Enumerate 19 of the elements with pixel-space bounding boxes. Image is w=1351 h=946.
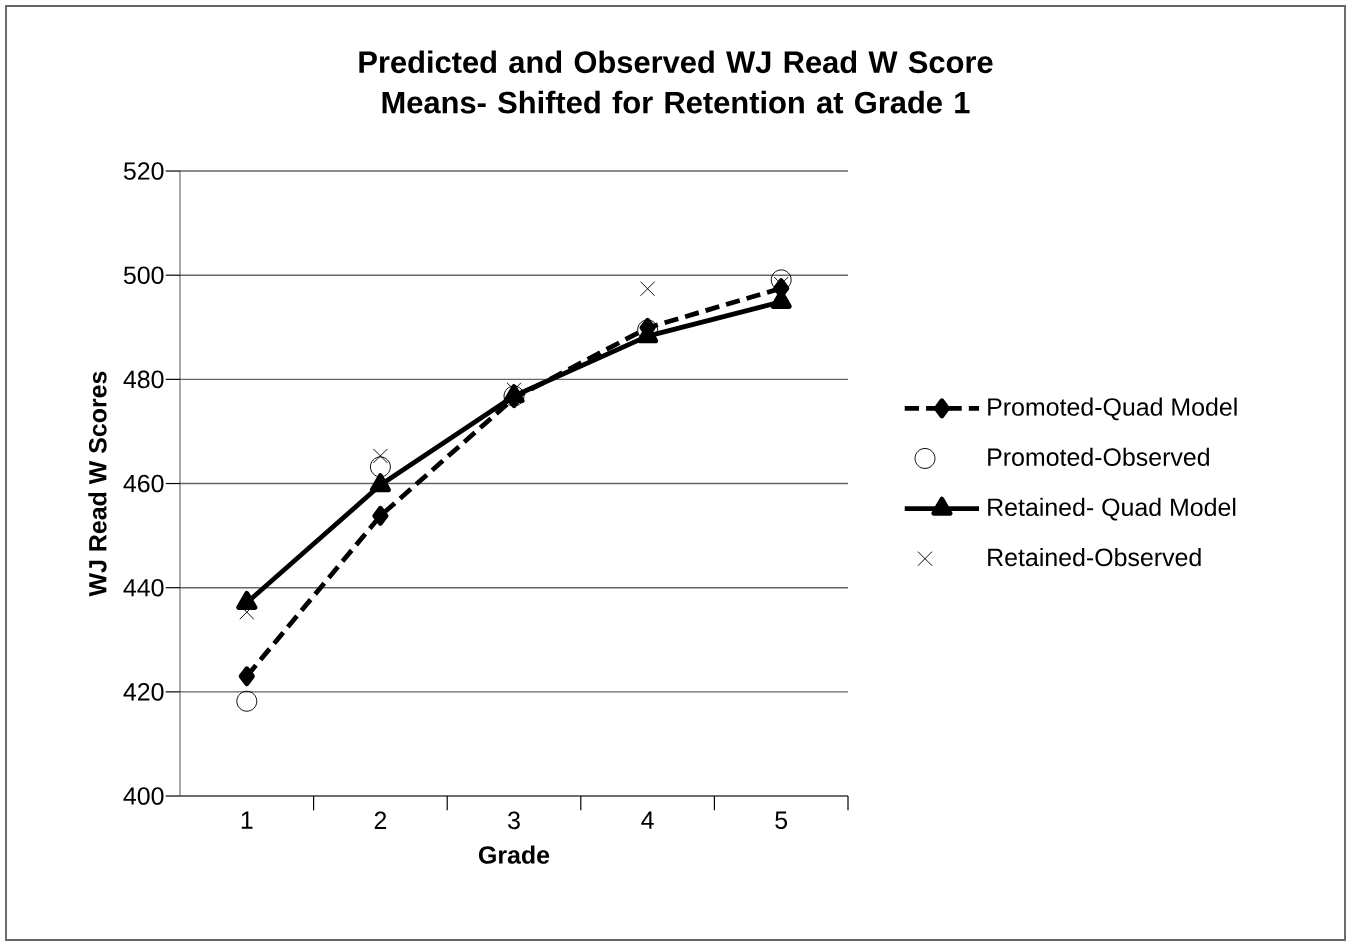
legend-label: Retained- Quad Model — [988, 497, 1236, 521]
y-tick-label: 420 — [123, 683, 164, 701]
y-tick-label: 480 — [123, 370, 164, 389]
legend-label: Promoted-Observed — [988, 447, 1209, 466]
x-axis-title: Grade — [478, 845, 550, 864]
x-tick-label: 4 — [641, 811, 654, 829]
y-tick-label: 440 — [123, 578, 164, 597]
chart-title: Predicted and Observed WJ Read W Score Means- Shifted for Retention at Grade 1 — [359, 50, 993, 114]
y-tick-label: 500 — [123, 266, 164, 285]
x-tick-label: 5 — [775, 811, 788, 829]
legend-label: Retained-Observed — [988, 547, 1201, 567]
x-tick-label: 1 — [241, 811, 253, 829]
x-tick-label: 2 — [374, 811, 387, 829]
legend-label: Promoted-Quad Model — [988, 397, 1237, 421]
y-tick-label: 460 — [123, 474, 164, 493]
y-tick-label: 400 — [123, 787, 164, 805]
y-tick-label: 520 — [123, 162, 164, 180]
y-axis-title: WJ Read W Scores — [88, 371, 107, 597]
x-tick-label: 3 — [508, 811, 520, 830]
